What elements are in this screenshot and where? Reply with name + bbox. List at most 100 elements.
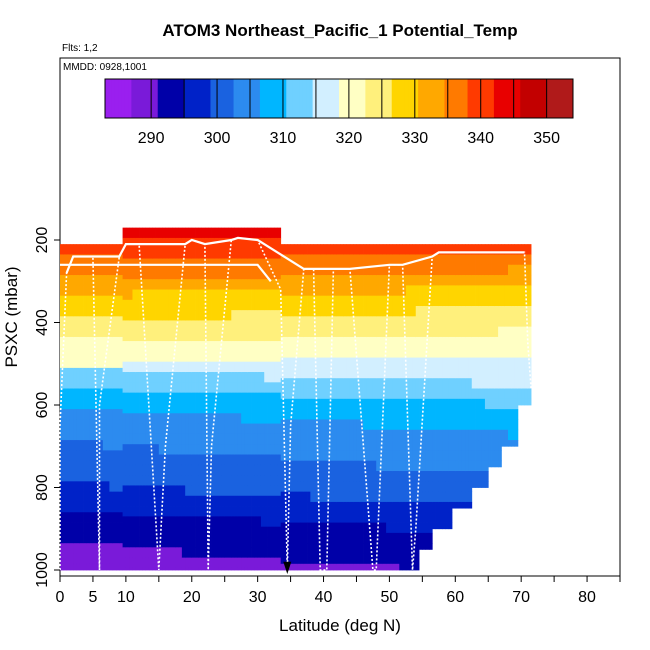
heatmap-cell (181, 557, 186, 569)
heatmap-cell (92, 275, 97, 286)
heatmap-cell (201, 268, 206, 280)
colorbar-swatch (322, 79, 327, 118)
heatmap-cell (369, 460, 374, 472)
heatmap-cell (442, 460, 446, 472)
heatmap-cell (402, 553, 407, 565)
heatmap-cell (112, 460, 117, 472)
heatmap-cell (320, 440, 324, 451)
heatmap-cell (234, 557, 239, 569)
heatmap-cell (264, 361, 268, 373)
heatmap-cell (521, 316, 525, 328)
heatmap-cell (162, 567, 166, 571)
heatmap-cell (270, 547, 275, 559)
heatmap-cell (363, 378, 367, 389)
heatmap-cell (389, 244, 394, 255)
heatmap-cell (89, 295, 94, 307)
heatmap-cell (198, 341, 203, 352)
heatmap-cell (185, 341, 189, 352)
heatmap-cell (452, 409, 456, 420)
heatmap-cell (330, 471, 334, 482)
heatmap-cell (119, 316, 123, 328)
heatmap-cell (198, 537, 203, 548)
heatmap-cell (491, 367, 496, 379)
heatmap-cell (290, 367, 295, 379)
heatmap-cell (148, 289, 153, 301)
heatmap-cell (313, 440, 318, 451)
heatmap-cell (310, 285, 315, 297)
heatmap-cell (277, 537, 282, 548)
heatmap-cell (247, 506, 252, 517)
heatmap-cell (320, 471, 324, 482)
heatmap-cell (428, 306, 433, 317)
heatmap-cell (254, 351, 259, 363)
heatmap-cell (122, 330, 127, 342)
heatmap-cell (316, 367, 321, 379)
heatmap-cell (231, 506, 235, 517)
heatmap-cell (204, 341, 209, 352)
heatmap-cell (119, 532, 123, 544)
heatmap-cell (155, 516, 160, 528)
heatmap-cell (409, 336, 413, 348)
heatmap-cell (359, 285, 364, 297)
heatmap-cell (175, 279, 179, 290)
heatmap-cell (231, 475, 235, 486)
heatmap-cell (353, 460, 357, 472)
heatmap-cell (313, 264, 318, 276)
heatmap-cell (224, 341, 229, 352)
x-tick-label: 80 (578, 589, 596, 606)
heatmap-cell (448, 336, 453, 348)
heatmap-cell (514, 326, 519, 338)
heatmap-cell (293, 429, 298, 441)
heatmap-cell (448, 388, 453, 400)
heatmap-cell (405, 295, 410, 307)
heatmap-cell (438, 471, 443, 482)
heatmap-cell (181, 547, 186, 559)
heatmap-cell (218, 289, 222, 301)
heatmap-cell (152, 413, 156, 424)
heatmap-cell (188, 361, 193, 373)
heatmap-cell (297, 522, 301, 534)
heatmap-cell (181, 464, 186, 476)
heatmap-cell (372, 347, 377, 358)
colorbar-swatch (500, 79, 505, 118)
heatmap-cell (195, 516, 199, 528)
heatmap-cell (521, 336, 525, 348)
flight-track-level (65, 236, 525, 274)
heatmap-cell (455, 378, 459, 389)
heatmap-cell (228, 299, 232, 311)
heatmap-cell (366, 491, 371, 503)
heatmap-cell (129, 289, 133, 301)
heatmap-cell (89, 388, 94, 400)
heatmap-cell (191, 310, 196, 321)
colorbar-swatch (128, 79, 132, 118)
colorbar-swatch (543, 79, 548, 118)
heatmap-cell (445, 316, 450, 328)
heatmap-cell (162, 382, 166, 394)
heatmap-cell (99, 254, 104, 266)
heatmap-cell (125, 516, 130, 528)
heatmap-cell (455, 347, 459, 358)
heatmap-cell (293, 378, 298, 389)
heatmap-cell (145, 279, 150, 290)
heatmap-cell (396, 501, 400, 513)
heatmap-cell (76, 336, 81, 348)
heatmap-cell (224, 485, 229, 497)
heatmap-cell (343, 244, 347, 255)
heatmap-cell (119, 409, 123, 420)
heatmap-cell (264, 341, 268, 352)
heatmap-cell (63, 440, 67, 451)
heatmap-cell (211, 361, 216, 373)
heatmap-cell (379, 440, 384, 451)
y-tick-label: 1000 (34, 552, 51, 588)
heatmap-cell (218, 454, 222, 466)
heatmap-cell (251, 537, 255, 548)
colorbar-swatch (569, 79, 574, 118)
heatmap-cell (152, 464, 156, 476)
heatmap-cell (475, 336, 479, 348)
heatmap-cell (165, 341, 170, 352)
x-tick-label: 0 (56, 589, 65, 606)
heatmap-cell (195, 526, 199, 538)
heatmap-cell (458, 316, 463, 328)
heatmap-cell (224, 248, 229, 259)
heatmap-cell (79, 378, 84, 389)
